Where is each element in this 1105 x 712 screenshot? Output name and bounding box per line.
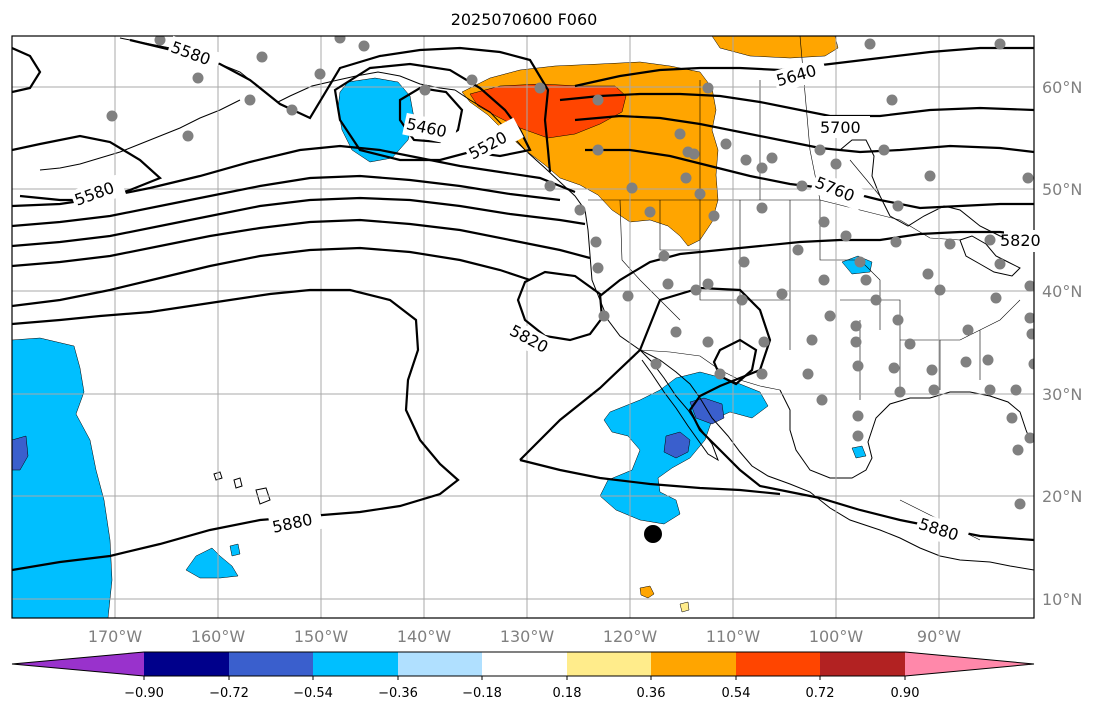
- map-title: 2025070600 F060: [450, 10, 598, 29]
- negative-anomaly-core-mexico: [689, 397, 725, 425]
- negative-anomaly-region-pacific: [12, 337, 113, 618]
- border-states: [619, 199, 1021, 400]
- colorbar-tick-label: −0.54: [293, 686, 333, 701]
- colorbar-segment: [398, 652, 482, 676]
- coastline-great-lakes: [959, 235, 1021, 277]
- colorbar-tick-label: −0.72: [209, 686, 249, 701]
- latitude-labels: 60°N 50°N 40°N 30°N 20°N 10°N: [1042, 78, 1082, 609]
- colorbar-tick-label: 0.18: [553, 686, 582, 701]
- lat-label: 20°N: [1042, 487, 1082, 506]
- colorbar-tick-label: 0.36: [637, 686, 666, 701]
- colorbar-segment: [313, 652, 398, 676]
- contour-label: 5700: [820, 118, 861, 137]
- contour-band-2: [12, 174, 561, 228]
- contour-band-4: [12, 218, 591, 268]
- positive-anomaly-speck: [639, 585, 655, 599]
- colorbar-tick-label: −0.18: [462, 686, 502, 701]
- contour-5580-north: [12, 46, 42, 94]
- contour-5880-east: [519, 286, 1034, 542]
- contour-5700: [559, 92, 1034, 118]
- colorbar-segment-min: [12, 652, 144, 676]
- contour-band-3: [12, 196, 586, 248]
- coastline-aleutians: [39, 99, 241, 171]
- lon-label: 150°W: [294, 627, 349, 646]
- contour-5820-closed: [516, 270, 604, 342]
- colorbar-tick-label: 0.54: [722, 686, 751, 701]
- colorbar-segment-max: [905, 652, 1034, 676]
- lat-label: 60°N: [1042, 78, 1082, 97]
- height-contours: [12, 38, 1034, 572]
- lon-label: 140°W: [397, 627, 452, 646]
- coastline-baja: [639, 349, 719, 462]
- contour-5820: [599, 230, 1034, 297]
- contour-5520: [333, 62, 532, 162]
- lon-label: 90°W: [917, 627, 961, 646]
- border-us-canada: [588, 199, 961, 241]
- colorbar-segment: [144, 652, 229, 676]
- lat-label: 50°N: [1042, 180, 1082, 199]
- contour-5580: [129, 38, 552, 173]
- contour-label: 5820: [1000, 231, 1041, 250]
- lon-label: 130°W: [500, 627, 555, 646]
- lon-label: 110°W: [706, 627, 761, 646]
- negative-anomaly-core-mexico: [663, 431, 691, 459]
- colorbar-segment: [651, 652, 736, 676]
- lon-label: 120°W: [603, 627, 658, 646]
- colorbar-tick-label: 0.72: [806, 686, 835, 701]
- lon-label: 160°W: [191, 627, 246, 646]
- colorbar-segment: [820, 652, 905, 676]
- contour-5700-b: [574, 114, 1034, 154]
- coastline-gulf: [779, 389, 1031, 479]
- lon-label: 100°W: [809, 627, 864, 646]
- contour-5880: [12, 288, 460, 572]
- negative-anomaly-region-small: [185, 547, 239, 579]
- coastline-north-america: [454, 89, 1034, 571]
- contour-small-low: [712, 338, 758, 386]
- negative-anomaly-region-small: [851, 445, 867, 459]
- storm-center-marker: [644, 525, 662, 543]
- colorbar-tick-label: 0.90: [891, 686, 920, 701]
- longitude-labels: 170°W 160°W 150°W 140°W 130°W 120°W 110°…: [88, 627, 961, 646]
- colorbar-tick-label: −0.36: [378, 686, 418, 701]
- lat-label: 30°N: [1042, 385, 1082, 404]
- colorbar-tick-label: −0.90: [124, 686, 164, 701]
- contour-band-5: [12, 246, 531, 308]
- negative-anomaly-core-pacific: [12, 435, 29, 471]
- colorbar-segment: [482, 652, 567, 676]
- colorbar-segment: [567, 652, 651, 676]
- colorbar: −0.90 −0.72 −0.54 −0.36 −0.18 0.18 0.36 …: [11, 651, 1035, 701]
- lon-label: 170°W: [88, 627, 143, 646]
- colorbar-segment: [736, 652, 820, 676]
- map-border: [11, 35, 1035, 619]
- border-canada-provinces: [699, 36, 881, 201]
- contour-5880-south: [519, 458, 781, 496]
- station-markers: [106, 36, 1034, 510]
- lat-label: 40°N: [1042, 282, 1082, 301]
- negative-anomaly-region-small: [229, 543, 241, 557]
- lat-label: 10°N: [1042, 590, 1082, 609]
- colorbar-segment: [229, 652, 313, 676]
- positive-anomaly-speck: [679, 601, 690, 613]
